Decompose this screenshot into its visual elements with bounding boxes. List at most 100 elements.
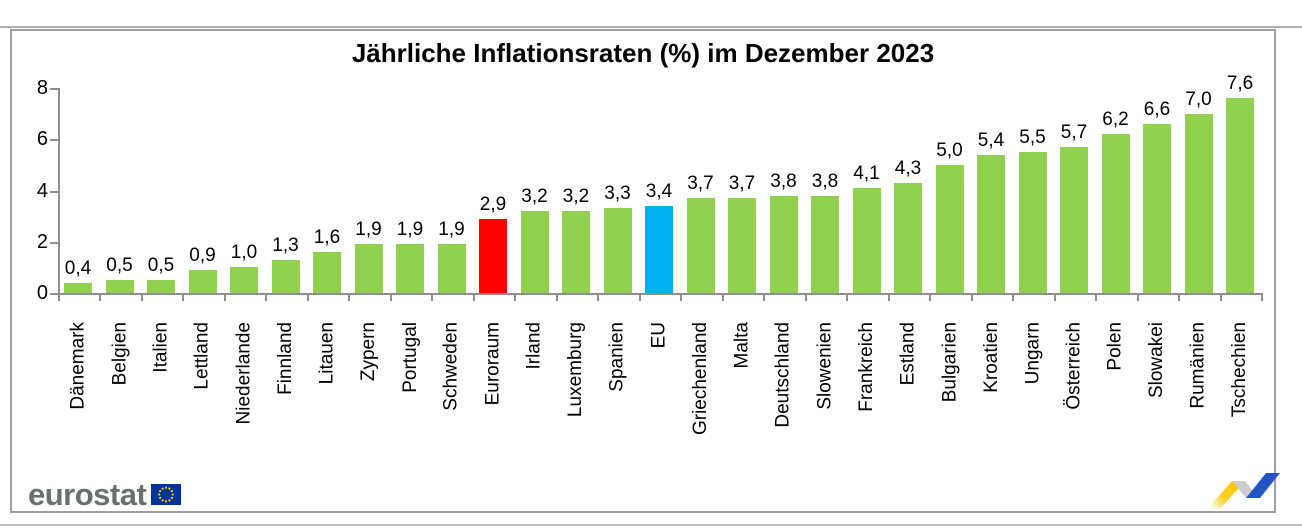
y-tick-label: 6: [36, 128, 48, 151]
category-label: Spanien: [607, 322, 628, 392]
x-axis-line: [57, 293, 1263, 295]
x-tick: [1219, 294, 1222, 301]
bar: [1101, 134, 1130, 293]
bar: [811, 195, 839, 293]
bar: [64, 282, 92, 293]
bar-value-label: 0,4: [64, 257, 92, 279]
eurostat-logo: eurostat: [28, 477, 182, 512]
x-tick: [348, 294, 350, 301]
bar-value-label: 1,9: [396, 219, 424, 241]
bar: [354, 244, 383, 293]
bar: [1184, 113, 1213, 293]
bar: [230, 267, 258, 293]
category-label: Slowenien: [814, 322, 836, 410]
x-tick: [929, 294, 931, 301]
y-axis-line: [57, 88, 60, 295]
category-label: Tschechien: [1229, 322, 1251, 418]
bar-value-label: 3,7: [728, 173, 756, 195]
x-tick: [1136, 294, 1139, 301]
bar-value-label: 5,0: [936, 139, 963, 161]
bar-value-label: 3,7: [687, 173, 714, 195]
category-label: Belgien: [109, 322, 130, 386]
category-label: Finnland: [275, 322, 296, 395]
bar-value-label: 5,4: [977, 129, 1005, 151]
bar-value-label: 2,9: [479, 193, 507, 215]
y-tick: [49, 139, 58, 142]
bar: [935, 164, 964, 293]
bottom-divider: [0, 524, 1302, 526]
x-tick: [265, 294, 267, 301]
bar-value-label: 1,9: [438, 219, 465, 241]
bar-value-label: 3,2: [562, 186, 590, 207]
bar-value-label: 1,0: [230, 242, 258, 264]
eurostat-wordmark: eurostat: [28, 477, 147, 512]
x-tick: [804, 294, 807, 301]
bar: [562, 211, 590, 293]
bar: [188, 269, 217, 293]
category-label: Niederlande: [233, 322, 255, 425]
x-tick: [1178, 294, 1180, 301]
category-label: Rumänien: [1188, 322, 1209, 409]
x-tick: [1053, 294, 1056, 301]
bar-value-label: 5,7: [1060, 121, 1088, 143]
category-label: Polen: [1105, 322, 1126, 371]
bar-value-label: 4,3: [894, 157, 922, 179]
bar-value-label: 0,9: [189, 244, 216, 266]
chart-title: Jährliche Inflationsraten (%) im Dezembe…: [351, 38, 935, 68]
x-tick: [846, 294, 848, 301]
y-tick: [49, 88, 58, 90]
bar: [977, 154, 1005, 293]
x-tick: [306, 294, 309, 301]
bar-value-label: 6,2: [1102, 109, 1129, 131]
y-tick-label: 4: [36, 179, 48, 202]
x-tick: [555, 294, 558, 301]
bar-value-label: 7,0: [1185, 88, 1212, 110]
x-tick: [763, 294, 765, 301]
bar-value-label: 0,5: [147, 255, 175, 277]
bar: [1143, 123, 1171, 293]
bar-value-label: 5,5: [1019, 127, 1046, 149]
bar: [852, 187, 881, 293]
category-label: Litauen: [316, 322, 338, 385]
bar: [271, 259, 300, 293]
bar: [437, 244, 466, 293]
top-divider: [0, 26, 1302, 28]
bar: [105, 280, 134, 293]
bar-value-label: 7,6: [1226, 73, 1254, 95]
bar: [686, 198, 715, 293]
x-tick: [99, 294, 101, 301]
category-label: Euroraum: [482, 322, 504, 406]
x-tick: [182, 294, 184, 301]
x-tick: [1095, 294, 1097, 301]
category-label: Österreich: [1063, 322, 1085, 410]
x-tick: [721, 294, 724, 301]
category-label: Ungarn: [1022, 322, 1043, 385]
category-label: Portugal: [399, 322, 421, 393]
bar: [769, 195, 798, 293]
category-label: Schweden: [441, 322, 462, 411]
bar: [603, 208, 632, 293]
category-label: Irland: [524, 322, 545, 370]
x-tick: [431, 294, 433, 301]
bar-value-label: 1,6: [313, 227, 341, 248]
x-tick: [514, 294, 516, 301]
bar-value-label: 3,8: [811, 170, 839, 192]
bar: [1226, 98, 1254, 293]
bar-value-label: 1,9: [355, 219, 382, 241]
bar: [396, 244, 424, 293]
bar-value-label: 3,8: [770, 170, 797, 192]
bar: [1018, 152, 1047, 293]
eu-flag-icon: [151, 484, 182, 505]
category-label: Italien: [150, 322, 172, 373]
y-tick: [49, 190, 58, 193]
x-tick: [887, 294, 890, 301]
bar: [479, 218, 507, 293]
bar-value-label: 0,5: [106, 255, 133, 277]
category-label: Zypern: [358, 322, 379, 382]
y-tick-label: 2: [36, 230, 48, 253]
bar: [1060, 146, 1088, 293]
y-tick-label: 8: [36, 77, 48, 99]
category-label: Luxemburg: [565, 322, 587, 418]
y-tick: [49, 293, 58, 295]
